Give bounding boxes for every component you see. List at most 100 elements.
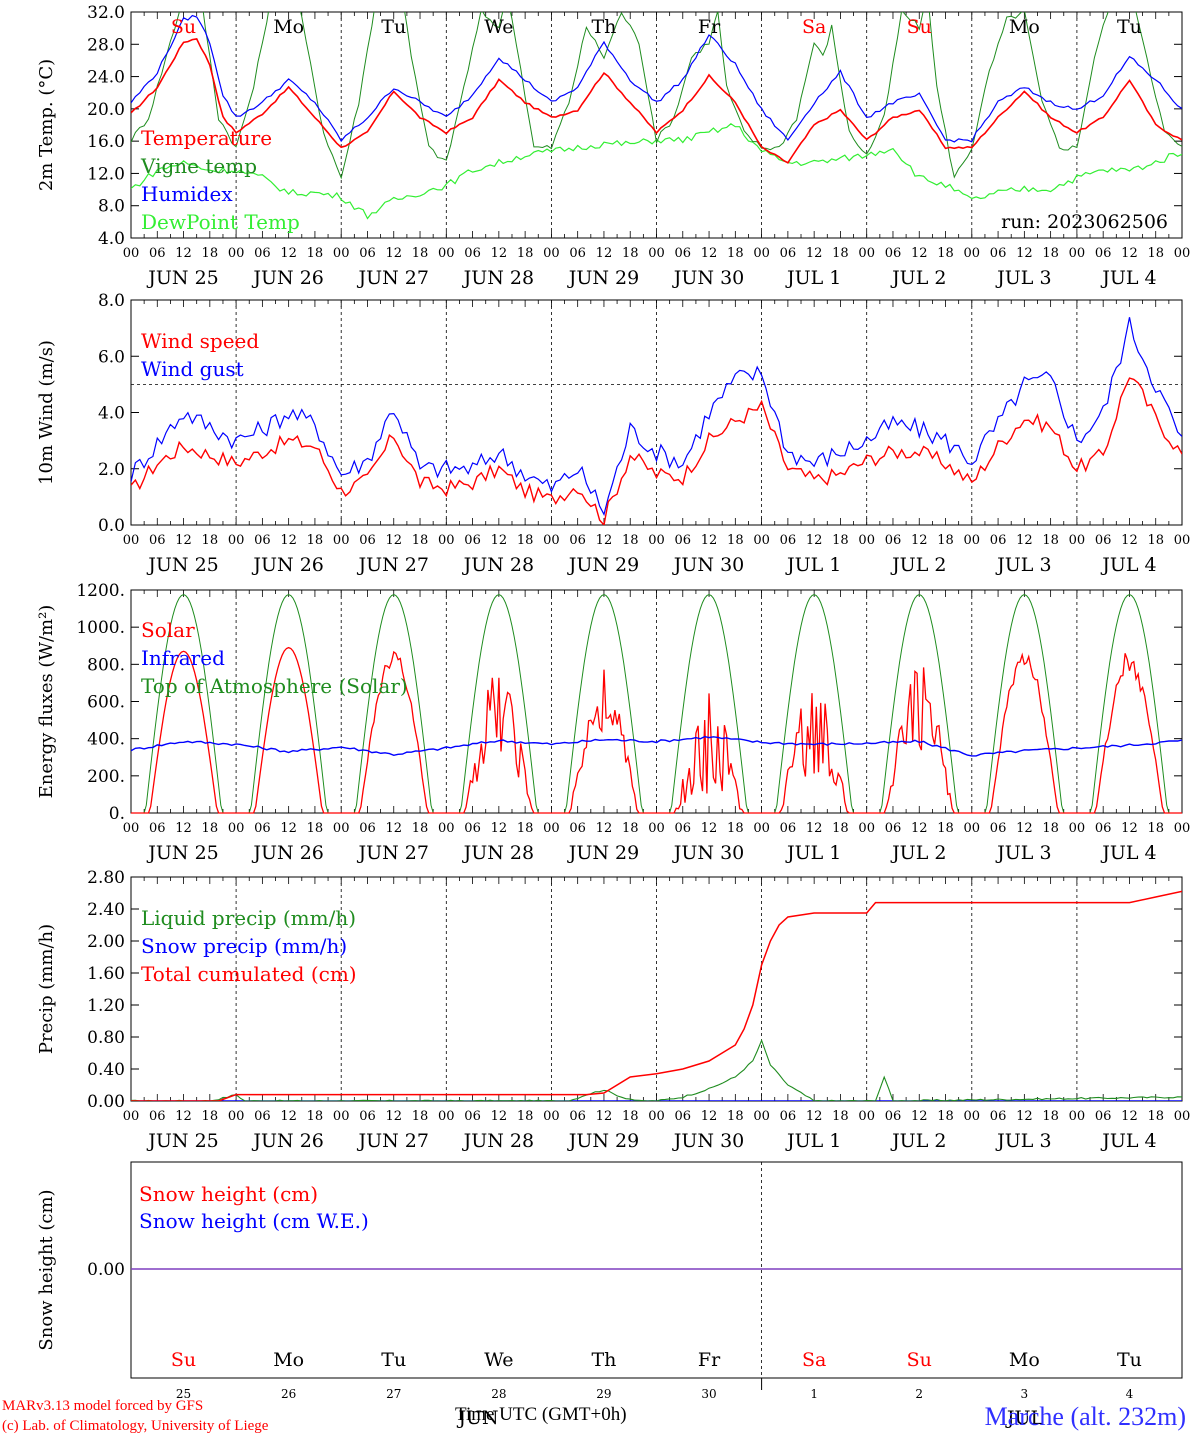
- hour-tick-label: 18: [202, 533, 219, 548]
- y-tick-label: 1.60: [87, 964, 125, 984]
- hour-tick-label: 12: [911, 1109, 928, 1124]
- hour-tick-label: 00: [964, 1109, 981, 1124]
- month-label: JUL: [1005, 1407, 1044, 1429]
- hour-tick-label: 06: [359, 1109, 376, 1124]
- hour-tick-label: 12: [596, 533, 613, 548]
- hour-tick-label: 00: [228, 821, 245, 836]
- hour-tick-label: 18: [412, 1109, 429, 1124]
- hour-tick-label: 06: [359, 821, 376, 836]
- hour-tick-label: 18: [832, 246, 849, 261]
- y-tick-label: 1.20: [87, 996, 125, 1016]
- weekday-label: Su: [171, 16, 196, 38]
- hour-tick-label: 06: [569, 1109, 586, 1124]
- hour-tick-label: 06: [675, 246, 692, 261]
- series-line-temperature: [131, 38, 1182, 164]
- date-label: JUN 28: [462, 842, 534, 864]
- weekday-label: Su: [907, 1349, 932, 1371]
- date-label: JUN 26: [251, 554, 323, 576]
- hour-tick-label: 00: [964, 821, 981, 836]
- plot-frame-wind: [130, 299, 1183, 526]
- hour-tick-label: 12: [701, 533, 718, 548]
- hour-tick-label: 18: [832, 533, 849, 548]
- hour-tick-label: 06: [885, 821, 902, 836]
- series-line-top-of-atmosphere-solar: [656, 594, 762, 814]
- legend-entry: Total cumulated (cm): [141, 962, 357, 986]
- hour-tick-label: 00: [648, 821, 665, 836]
- hour-tick-label: 06: [254, 246, 271, 261]
- hour-tick-label: 12: [701, 246, 718, 261]
- day-number-label: 2: [915, 1387, 923, 1401]
- hour-tick-label: 18: [202, 821, 219, 836]
- series-line-dewpoint-temp: [131, 123, 1182, 220]
- weekday-label: Tu: [1117, 16, 1142, 38]
- y-tick-label: 800.: [87, 655, 125, 675]
- hour-tick-label: 06: [780, 533, 797, 548]
- weekday-label: Fr: [698, 1349, 721, 1371]
- weekday-label: Sa: [802, 16, 826, 38]
- series-line-infrared: [131, 735, 1182, 757]
- series-line-top-of-atmosphere-solar: [446, 594, 552, 814]
- hour-tick-label: 18: [1042, 1109, 1059, 1124]
- date-label: JUN 26: [251, 1130, 323, 1152]
- y-tick-label: 16.0: [87, 132, 125, 152]
- hour-tick-label: 00: [648, 246, 665, 261]
- weekday-label: Mo: [1009, 1349, 1040, 1371]
- hour-tick-label: 18: [937, 246, 954, 261]
- hour-tick-label: 00: [333, 246, 350, 261]
- hour-tick-label: 12: [911, 533, 928, 548]
- date-label: JUL 1: [785, 1130, 841, 1152]
- series-line-top-of-atmosphere-solar: [236, 594, 342, 814]
- hour-tick-label: 18: [622, 1109, 639, 1124]
- legend-entry: Snow height (cm): [139, 1182, 318, 1206]
- hour-tick-label: 00: [858, 821, 875, 836]
- y-axis-title: 10m Wind (m/s): [36, 340, 57, 485]
- hour-tick-label: 00: [753, 1109, 770, 1124]
- hour-tick-label: 06: [149, 246, 166, 261]
- y-tick-label: 12.0: [87, 164, 125, 184]
- series-line-solar: [866, 667, 972, 814]
- credit-line-1: MARv3.13 model forced by GFS: [2, 1398, 204, 1414]
- hour-tick-label: 00: [1069, 1109, 1086, 1124]
- hour-tick-label: 06: [990, 1109, 1007, 1124]
- hour-tick-label: 06: [885, 246, 902, 261]
- series-line-solar: [971, 652, 1077, 814]
- hour-tick-label: 12: [806, 533, 823, 548]
- month-label: JUN: [456, 1407, 498, 1429]
- hour-tick-label: 18: [412, 821, 429, 836]
- legend-entry: Infrared: [141, 646, 225, 670]
- date-label: JUN 25: [146, 842, 218, 864]
- hour-tick-label: 12: [1121, 1109, 1138, 1124]
- hour-tick-label: 18: [1042, 821, 1059, 836]
- date-label: JUN 28: [462, 1130, 534, 1152]
- hour-tick-label: 06: [149, 1109, 166, 1124]
- legend-entry: Snow precip (mm/h): [141, 934, 347, 958]
- hour-tick-label: 18: [517, 246, 534, 261]
- date-label: JUN 27: [357, 1130, 429, 1152]
- date-label: JUL 2: [890, 554, 946, 576]
- hour-tick-label: 18: [1147, 821, 1164, 836]
- date-label: JUN 30: [672, 554, 744, 576]
- legend-entry: Top of Atmosphere (Solar): [141, 674, 408, 698]
- hour-tick-label: 12: [1121, 246, 1138, 261]
- hour-tick-label: 12: [280, 533, 297, 548]
- series-line-top-of-atmosphere-solar: [1076, 594, 1182, 814]
- hour-tick-label: 12: [280, 821, 297, 836]
- hour-tick-label: 12: [911, 821, 928, 836]
- hour-tick-label: 06: [569, 821, 586, 836]
- series-line-solar: [656, 693, 762, 814]
- hour-tick-label: 12: [1016, 1109, 1033, 1124]
- hour-tick-label: 00: [1069, 246, 1086, 261]
- hour-tick-label: 12: [280, 1109, 297, 1124]
- hour-tick-label: 18: [832, 1109, 849, 1124]
- legend-entry: Snow height (cm W.E.): [139, 1209, 369, 1233]
- hour-tick-label: 06: [780, 1109, 797, 1124]
- hour-tick-label: 00: [964, 533, 981, 548]
- hour-tick-label: 06: [149, 533, 166, 548]
- y-tick-label: 0.: [109, 804, 125, 824]
- weekday-label: Su: [907, 16, 932, 38]
- y-tick-label: 0.0: [98, 516, 125, 536]
- hour-tick-label: 12: [911, 246, 928, 261]
- hour-tick-label: 00: [543, 1109, 560, 1124]
- hour-tick-label: 18: [517, 821, 534, 836]
